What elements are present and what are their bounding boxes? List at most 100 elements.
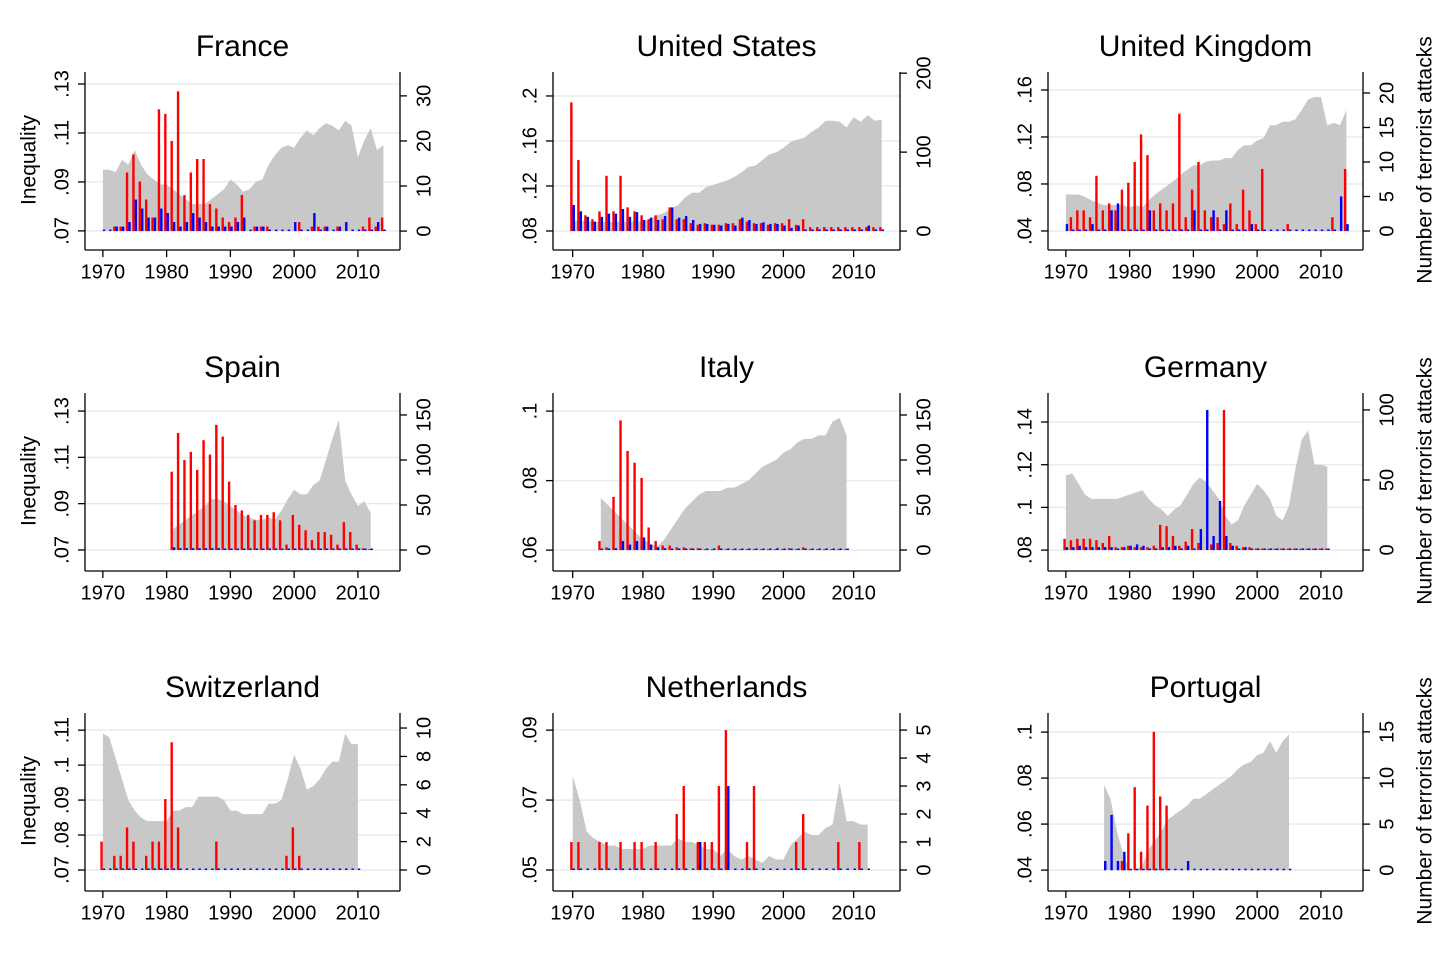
attack-bar — [1248, 547, 1251, 550]
attack-bar — [1110, 210, 1113, 232]
attack-bar — [1088, 217, 1092, 232]
attack-bar — [1171, 203, 1175, 232]
attack-bar — [208, 454, 212, 551]
attack-bar — [240, 510, 244, 551]
attack-bar — [811, 229, 814, 232]
attack-bar — [147, 868, 150, 870]
attack-bar — [1152, 210, 1156, 232]
attack-bar — [1076, 210, 1079, 232]
attack-bar — [1082, 210, 1085, 232]
attack-bar — [1314, 548, 1317, 550]
attack-bar — [1180, 868, 1183, 871]
y-tick-label: .09 — [51, 168, 73, 196]
attack-bar — [1276, 548, 1279, 550]
attack-bar — [1129, 868, 1132, 871]
attack-bar — [720, 225, 723, 232]
attack-bar — [196, 469, 199, 551]
y2-axis-label: Number of terrorist attacks — [1414, 36, 1437, 283]
attack-bar — [1167, 229, 1171, 232]
y2-tick-label: 4 — [913, 752, 935, 763]
attack-bar — [1218, 229, 1222, 232]
attack-bar — [274, 548, 278, 551]
y2-tick-label: 10 — [413, 175, 435, 197]
attack-bar — [325, 548, 329, 551]
panel-title: France — [196, 30, 289, 63]
attack-bar — [132, 154, 135, 232]
attack-bar — [579, 211, 582, 232]
attack-bar — [1101, 542, 1105, 550]
attack-bar — [319, 868, 322, 870]
y2-tick-label: 15 — [1376, 721, 1398, 743]
attack-bar — [1295, 229, 1298, 232]
attack-bar — [1110, 547, 1113, 550]
x-tick-label: 1990 — [208, 902, 253, 924]
attack-bar — [600, 216, 604, 232]
attack-bar — [837, 842, 840, 871]
x-tick-label: 1970 — [550, 261, 595, 283]
attack-bar — [598, 541, 601, 551]
attack-bar — [741, 548, 744, 551]
attack-bar — [179, 226, 182, 232]
attack-bar — [797, 868, 800, 871]
attack-bar — [727, 548, 730, 551]
attack-bar — [677, 548, 681, 551]
x-tick-label: 1990 — [1171, 582, 1216, 604]
attack-bar — [626, 207, 629, 232]
attack-bar — [670, 548, 674, 551]
attack-bar — [1133, 547, 1136, 550]
attack-bar — [572, 868, 575, 871]
attack-bar — [633, 211, 636, 232]
attack-bar — [1078, 545, 1081, 550]
attack-bar — [1231, 545, 1234, 550]
attack-bar — [192, 213, 195, 232]
attack-bar — [825, 868, 828, 871]
y-axis-label: Inequality — [18, 436, 41, 526]
attack-bar — [157, 109, 161, 232]
y2-tick-label: 6 — [413, 779, 435, 790]
attack-bar — [102, 229, 106, 232]
attack-bar — [1193, 548, 1196, 550]
attack-bar — [215, 424, 218, 551]
attack-bar — [614, 213, 618, 232]
attack-bar — [253, 520, 256, 551]
attack-bar — [134, 199, 138, 232]
y2-tick-label: 200 — [913, 56, 935, 89]
attack-bar — [1159, 524, 1162, 550]
y-tick-label: .16 — [1014, 76, 1036, 104]
attack-bar — [853, 868, 856, 871]
attack-bar — [755, 223, 758, 232]
attack-bar — [691, 548, 695, 551]
attack-bar — [1235, 224, 1238, 232]
attack-bar — [1123, 229, 1126, 232]
attack-bar — [713, 868, 716, 871]
attack-bar — [1235, 545, 1238, 550]
attack-bar — [1165, 526, 1168, 550]
attack-bar — [837, 227, 840, 232]
y-tick-label: .07 — [51, 217, 73, 245]
attack-bar — [361, 548, 365, 551]
attack-bar — [675, 547, 678, 551]
attack-bar — [670, 868, 674, 871]
attack-bar — [134, 868, 138, 870]
attack-bar — [1206, 229, 1209, 232]
x-tick-label: 1970 — [81, 582, 126, 604]
attack-bar — [879, 227, 882, 232]
attack-bar — [185, 868, 189, 870]
attack-bar — [745, 549, 749, 551]
attack-bar — [253, 226, 256, 232]
attack-bar — [1152, 545, 1156, 550]
attack-bar — [1063, 538, 1066, 550]
attack-bar — [808, 227, 812, 232]
attack-bar — [266, 514, 269, 551]
attack-bar — [811, 868, 814, 871]
attack-bar — [1139, 547, 1143, 550]
attack-bar — [1206, 868, 1209, 871]
attack-bar — [677, 868, 681, 871]
attack-bar — [262, 226, 265, 232]
attack-bar — [1129, 545, 1132, 550]
attack-bar — [656, 220, 660, 232]
attack-bar — [1295, 548, 1298, 550]
attack-bar — [266, 226, 269, 232]
attack-bar — [808, 549, 812, 551]
attack-bar — [1123, 851, 1126, 871]
